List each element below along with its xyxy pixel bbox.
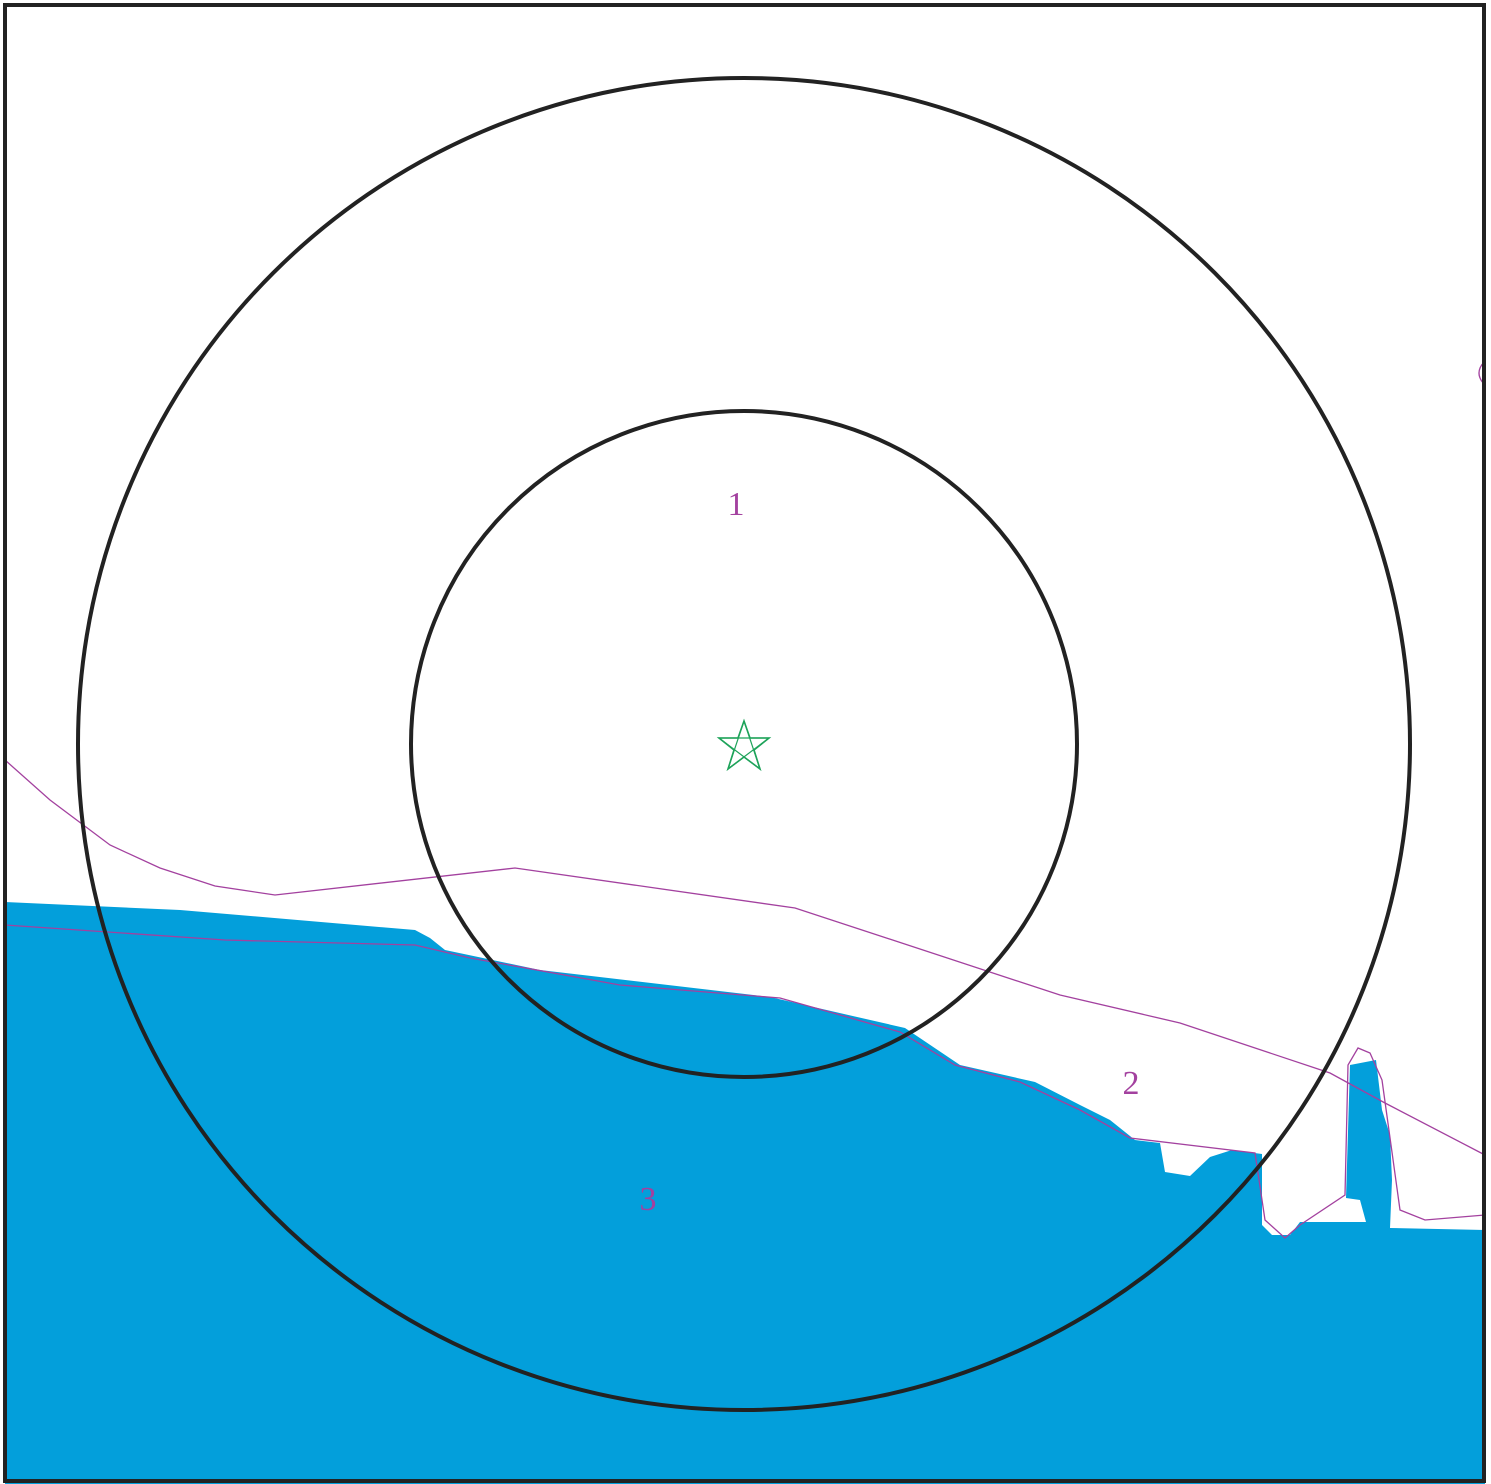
boundary-line-lower (4, 924, 1486, 1239)
zone-label-3: 3 (640, 1181, 657, 1218)
map-frame (3, 3, 1486, 1483)
zone-label-1: 1 (728, 486, 745, 523)
zone-label-2: 2 (1123, 1065, 1140, 1102)
boundary-line-upper (4, 759, 1486, 1156)
outer-buffer-ring (76, 76, 1412, 1412)
water-area (5, 902, 1485, 1484)
star-inner-lines (717, 719, 771, 771)
inner-buffer-ring (409, 409, 1079, 1079)
